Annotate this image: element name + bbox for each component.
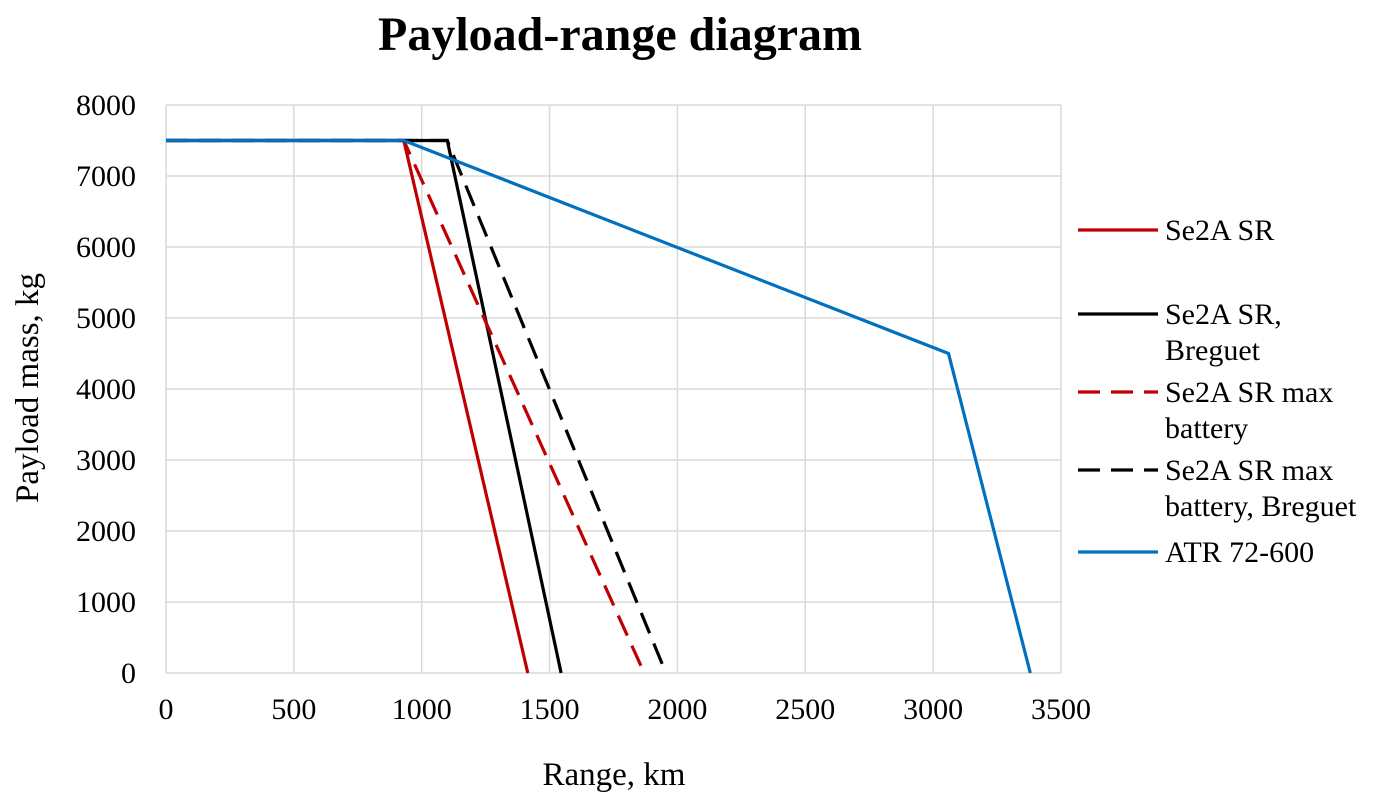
series-line-1 (166, 138, 530, 674)
x-tick-label: 1500 (520, 693, 580, 726)
legend-label: Se2A SR max (1165, 454, 1333, 487)
x-tick-label: 3000 (903, 693, 963, 726)
x-tick-label: 500 (271, 693, 316, 726)
x-tick-label: 2000 (647, 693, 707, 726)
y-tick-label: 6000 (76, 231, 136, 264)
y-tick-label: 1000 (76, 586, 136, 619)
series-line-5 (166, 138, 1032, 674)
series-layer (166, 138, 1032, 674)
legend-label: Breguet (1165, 334, 1261, 367)
legend-entry-5: ATR 72-600 (1078, 536, 1314, 569)
grid-layer (165, 104, 1062, 674)
y-tick-label: 7000 (76, 160, 136, 193)
x-tick-label: 0 (159, 693, 174, 726)
y-tick-label: 0 (121, 657, 136, 690)
x-tick-label: 1000 (392, 693, 452, 726)
y-tick-label: 4000 (76, 373, 136, 406)
legend-label: Se2A SR max (1165, 376, 1333, 409)
x-tick-label: 2500 (775, 693, 835, 726)
series-line-4 (166, 138, 668, 674)
y-tick-label: 2000 (76, 515, 136, 548)
series-line-2 (166, 138, 563, 674)
x-axis-label: Range, km (543, 757, 686, 793)
x-tick-label: 3500 (1031, 693, 1091, 726)
ticks-layer: 0 500 1000 1500 2000 2500 3000 3500 0 1000 2000 300… (76, 89, 1091, 726)
y-axis-label: Payload mass, kg (10, 273, 46, 503)
legend-label: battery, Breguet (1165, 490, 1357, 523)
y-tick-label: 5000 (76, 302, 136, 335)
legend-entry-1: Se2A SR (1078, 214, 1274, 247)
chart-title: Payload-range diagram (378, 8, 862, 61)
legend-label: Se2A SR (1165, 214, 1274, 247)
legend-label: ATR 72-600 (1165, 536, 1314, 569)
series-line-3 (166, 138, 646, 674)
y-tick-label: 8000 (76, 89, 136, 122)
legend-label: Se2A SR, (1165, 298, 1282, 331)
y-tick-label: 3000 (76, 444, 136, 477)
legend-label: battery (1165, 412, 1248, 445)
legend-entry-2: Se2A SR,Breguet (1078, 298, 1282, 367)
